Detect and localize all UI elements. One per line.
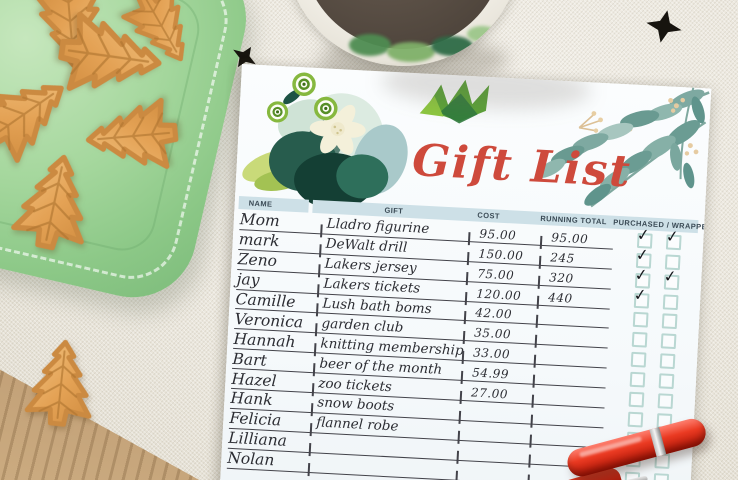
wrapped-checkbox [657,393,674,410]
cost-cell [456,459,530,480]
pen-metal-band [649,427,667,457]
tree-cookie [9,333,112,436]
column-header-gift: GIFT [384,205,404,216]
pen-cap [564,415,709,480]
check-icon: ✓ [633,264,649,285]
purchased-checkbox [632,312,649,329]
purchased-checkbox [630,352,647,368]
red-pen [557,415,738,480]
wrapped-checkbox [661,313,678,330]
mug-pattern [431,36,473,56]
wrapped-checkbox: ✓ [665,226,682,251]
purchased-checkbox [628,391,645,408]
name-text: jay [236,270,260,290]
check-icon: ✓ [635,224,651,245]
check-icon: ✓ [662,265,678,286]
purchased-checkbox [629,371,646,388]
running-total-text: 245 [549,250,576,266]
mug-pattern [467,26,497,42]
purchased-checkbox: ✓ [633,284,650,309]
mug-pattern [387,42,435,62]
wrapped-checkbox [660,333,677,350]
running-total-text: 440 [547,289,573,306]
gift-list-paper: Gift List NAME GIFT COST RUNNING TOTAL P… [216,64,712,480]
wrapped-checkbox [659,353,676,370]
wrapped-checkbox [658,373,675,390]
purchased-checkbox [631,332,648,348]
name-text: Bart [232,349,268,370]
check-icon: ✓ [664,226,680,247]
check-icon: ✓ [634,244,650,265]
mug-pattern [349,34,391,56]
check-icon: ✓ [632,284,648,305]
running-total-text: 320 [548,270,575,286]
wrapped-checkbox: ✓ [663,266,680,290]
column-header-cost: COST [477,210,501,221]
floral-header-art [242,72,710,210]
wrapped-checkbox [662,293,679,310]
pen-highlight [578,436,643,458]
name-text: Mom [239,210,281,231]
column-header-name: NAME [248,198,273,209]
name-text: Zeno [237,250,278,271]
